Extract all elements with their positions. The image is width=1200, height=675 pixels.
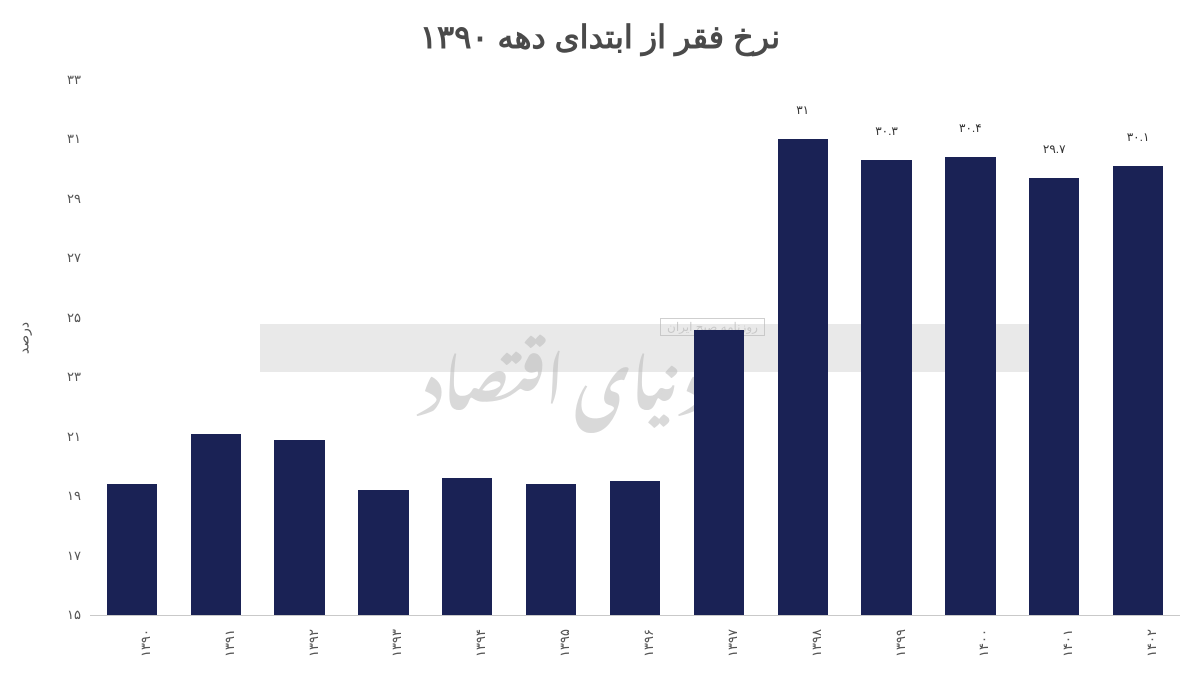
bar-slot [425, 80, 509, 615]
bar-value-label: ۳۰.۳ [845, 124, 929, 142]
x-tick: ۱۳۹۰ [138, 629, 154, 657]
y-tick: ۳۳ [55, 72, 81, 88]
y-tick: ۱۹ [55, 488, 81, 504]
x-tick: ۱۳۹۶ [641, 629, 657, 657]
x-tick: ۱۳۹۲ [306, 629, 322, 657]
x-tick: ۱۴۰۲ [1144, 629, 1160, 657]
bar-slot: ۳۰.۴ [928, 80, 1012, 615]
y-tick: ۲۳ [55, 369, 81, 385]
bar [358, 490, 408, 615]
bar [610, 481, 660, 615]
bar-slot [509, 80, 593, 615]
y-tick: ۱۵ [55, 607, 81, 623]
x-tick: ۱۳۹۴ [473, 629, 489, 657]
bar-slot [174, 80, 258, 615]
bar-slot: ۳۰.۱ [1096, 80, 1180, 615]
bar [442, 478, 492, 615]
x-axis-baseline [90, 615, 1180, 616]
bar-value-label: ۳۰.۱ [1096, 130, 1180, 148]
y-tick: ۳۱ [55, 131, 81, 147]
bar-slot [677, 80, 761, 615]
x-tick: ۱۳۹۱ [222, 629, 238, 657]
y-tick: ۱۷ [55, 548, 81, 564]
chart-title: نرخ فقر از ابتدای دهه ۱۳۹۰ [0, 18, 1200, 56]
y-tick: ۲۹ [55, 191, 81, 207]
bar [945, 157, 995, 615]
x-tick: ۱۴۰۱ [1060, 629, 1076, 657]
bar-value-label: ۳۱ [761, 103, 845, 121]
x-tick: ۱۴۰۰ [976, 629, 992, 657]
bar [1029, 178, 1079, 615]
bar-slot: ۳۰.۳ [845, 80, 929, 615]
bars-area: ۳۱۳۰.۳۳۰.۴۲۹.۷۳۰.۱ [90, 80, 1180, 615]
bar [274, 440, 324, 615]
bar [694, 330, 744, 615]
x-tick: ۱۳۹۹ [893, 629, 909, 657]
y-tick: ۲۷ [55, 250, 81, 266]
chart-container: نرخ فقر از ابتدای دهه ۱۳۹۰ درصد دنیای اق… [0, 0, 1200, 675]
bar-slot: ۲۹.۷ [1012, 80, 1096, 615]
bar [861, 160, 911, 615]
bar-value-label: ۳۰.۴ [928, 121, 1012, 139]
bar [1113, 166, 1163, 615]
bar [107, 484, 157, 615]
x-tick: ۱۳۹۵ [557, 629, 573, 657]
bar-slot [90, 80, 174, 615]
bar [526, 484, 576, 615]
bar-slot [258, 80, 342, 615]
x-tick: ۱۳۹۷ [725, 629, 741, 657]
bar [191, 434, 241, 615]
bar-slot [593, 80, 677, 615]
bar-value-label: ۲۹.۷ [1012, 142, 1096, 160]
y-axis-label: درصد [16, 321, 33, 353]
y-tick: ۲۱ [55, 429, 81, 445]
x-tick: ۱۳۹۳ [389, 629, 405, 657]
bar-slot: ۳۱ [761, 80, 845, 615]
x-tick: ۱۳۹۸ [809, 629, 825, 657]
bar [778, 139, 828, 615]
bar-slot [342, 80, 426, 615]
y-tick: ۲۵ [55, 310, 81, 326]
